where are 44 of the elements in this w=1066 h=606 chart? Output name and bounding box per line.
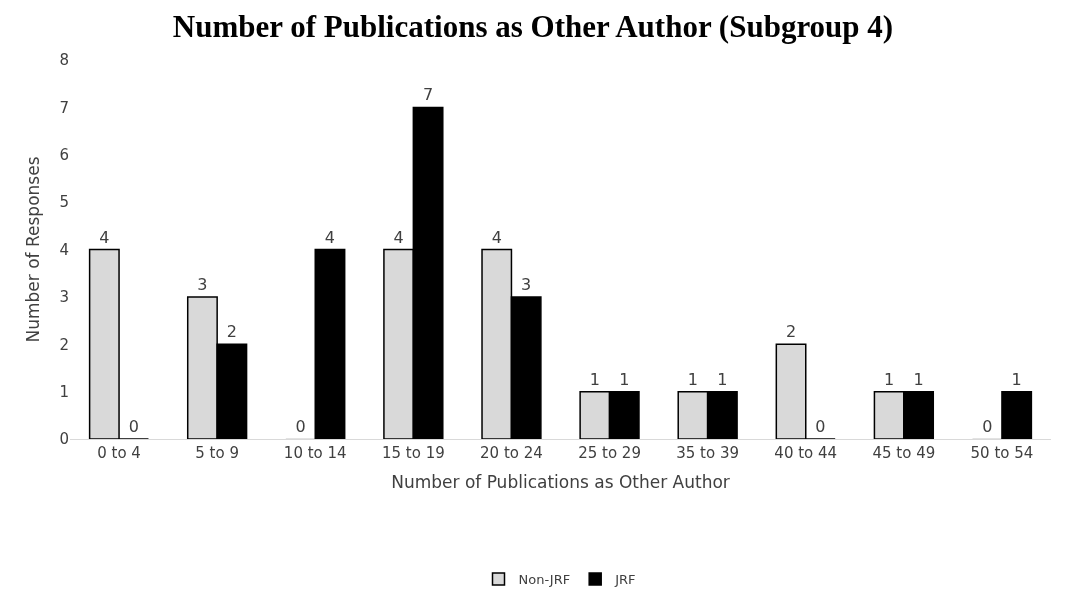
data-label: 4 — [393, 227, 404, 247]
y-tick-label: 2 — [59, 335, 69, 354]
data-label: 0 — [815, 417, 826, 436]
y-tick-label: 6 — [59, 146, 69, 164]
x-tick-label: 35 to 39 — [676, 444, 740, 462]
legend-label: Non-JRF — [518, 572, 571, 588]
y-tick-label: 1 — [59, 382, 69, 401]
data-label: 1 — [884, 369, 895, 389]
x-tick-label: 5 to 9 — [195, 444, 239, 462]
x-tick-label: 15 to 19 — [381, 444, 445, 462]
data-label: 4 — [99, 227, 110, 247]
data-label: 2 — [226, 322, 237, 342]
y-axis-title: Number of Responses — [23, 156, 43, 343]
data-label: 4 — [491, 227, 502, 247]
x-axis-title: Number of Publications as Other Author — [391, 472, 730, 493]
x-tick-label: 50 to 54 — [970, 444, 1034, 462]
x-tick-label: 40 to 44 — [774, 444, 838, 462]
data-label: 0 — [982, 417, 993, 436]
y-tick-label: 4 — [59, 240, 69, 259]
chart-title: Number of Publications as Other Author (Subgroup 4) — [172, 8, 894, 44]
data-label: 1 — [1011, 369, 1022, 389]
data-label: 1 — [913, 369, 924, 389]
data-label: 3 — [521, 274, 532, 294]
legend-label: JRF — [614, 572, 636, 588]
x-tick-label: 10 to 14 — [283, 444, 347, 462]
data-label: 0 — [295, 417, 306, 436]
data-label: 1 — [717, 369, 728, 389]
x-tick-label: 20 to 24 — [480, 444, 543, 462]
y-tick-label: 8 — [59, 51, 69, 70]
data-label: 0 — [128, 417, 139, 436]
x-tick-label: 45 to 49 — [872, 444, 936, 462]
data-label: 3 — [197, 274, 208, 294]
y-tick-label: 3 — [59, 288, 69, 307]
data-label: 4 — [324, 227, 336, 247]
data-label: 1 — [687, 369, 699, 389]
data-label: 1 — [619, 369, 630, 389]
x-tick-label: 0 to 4 — [97, 444, 141, 462]
y-tick-label: 0 — [59, 430, 69, 449]
x-tick-label: 25 to 29 — [578, 444, 641, 462]
data-label: 7 — [422, 85, 434, 105]
data-label: 1 — [589, 369, 600, 389]
data-label: 2 — [785, 322, 797, 342]
y-tick-label: 7 — [59, 98, 69, 117]
y-tick-label: 5 — [59, 193, 69, 212]
